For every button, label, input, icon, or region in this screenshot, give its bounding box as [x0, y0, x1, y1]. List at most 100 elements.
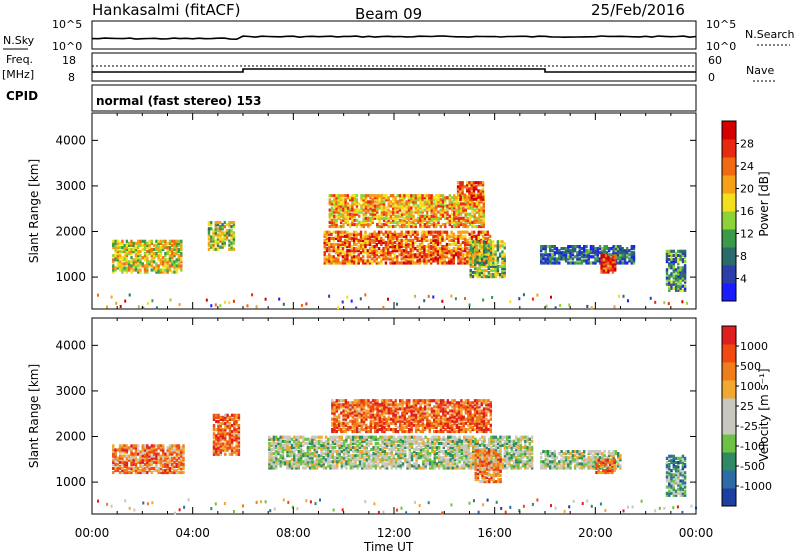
beam-title: Beam 09: [355, 5, 422, 23]
xlabel: Time UT: [363, 540, 414, 554]
freq-tick-top: 18: [62, 54, 76, 67]
ytick-label: 1000: [55, 270, 86, 284]
echo-region-7: [600, 254, 617, 274]
colorbar-tick-label: 28: [740, 138, 754, 151]
colorbar-swatch: [722, 452, 736, 471]
colorbar-tick-label: 1000: [740, 340, 768, 353]
colorbar-swatch: [722, 488, 736, 507]
echo-region-2: [323, 230, 492, 265]
nave-tick-bottom: 0: [708, 71, 715, 84]
echo-region-1: [212, 413, 241, 456]
cpid-label: CPID: [6, 89, 38, 103]
velocity-data: [97, 399, 697, 515]
colorbar-tick-label: -25: [740, 420, 758, 433]
nsky-strip: N.Sky 10^5 10^0 10^5 10^0 N.Search: [3, 18, 795, 53]
colorbar-swatch: [722, 121, 736, 140]
colorbar-swatch: [722, 157, 736, 176]
echo-region-6: [595, 458, 616, 475]
colorbar-tick-label: 8: [740, 250, 747, 263]
nsearch-tick-top: 10^5: [706, 18, 736, 31]
colorbar-tick-label: 24: [740, 160, 754, 173]
time-tick-label: 00:00: [75, 526, 110, 540]
nave-tick-top: 60: [708, 54, 722, 67]
colorbar-swatch: [722, 211, 736, 230]
ytick-label: 1000: [55, 475, 86, 489]
colorbar-swatch: [722, 229, 736, 248]
colorbar-tick-label: 4: [740, 273, 747, 286]
time-tick-label: 12:00: [377, 526, 412, 540]
time-tick-label: 04:00: [175, 526, 210, 540]
colorbar-tick-label: -500: [740, 460, 765, 473]
colorbar-swatch: [722, 398, 736, 417]
colorbar-swatch: [722, 434, 736, 453]
freq-strip: Freq. [MHz] 18 8 60 0 Nave: [2, 52, 775, 84]
colorbar-tick-label: 20: [740, 183, 754, 196]
colorbar-swatch: [722, 362, 736, 381]
nsearch-label: N.Search: [745, 28, 795, 41]
colorbar-swatch: [722, 247, 736, 266]
colorbar-tick-label: 16: [740, 205, 754, 218]
freq-label: Freq.: [6, 53, 33, 66]
colorbar-tick-label: 100: [740, 380, 761, 393]
echo-region-1: [207, 221, 236, 251]
colorbar-swatch: [722, 175, 736, 194]
time-tick-label: 20:00: [578, 526, 613, 540]
colorbar-swatch: [722, 326, 736, 345]
ytick-label: 4000: [55, 133, 86, 147]
colorbar-swatch: [722, 416, 736, 435]
echo-region-4: [456, 181, 485, 201]
power-colorbar-label: Power [dB]: [757, 171, 771, 236]
power-ylabel: Slant Range [km]: [27, 159, 41, 263]
time-axis: 00:00 04:00 08:00 12:00 16:00 20:00 00:00: [75, 526, 714, 540]
colorbar-swatch: [722, 265, 736, 284]
date-title: 25/Feb/2016: [591, 1, 685, 19]
echo-region-4: [474, 449, 502, 484]
colorbar-swatch: [722, 139, 736, 158]
echo-region-6: [540, 245, 636, 265]
ytick-label: 2000: [55, 430, 86, 444]
velocity-colorbar-label: Velocity [m s⁻¹]: [757, 368, 771, 461]
power-data: [97, 181, 688, 310]
echo-region-5: [469, 240, 506, 279]
colorbar-tick-label: 12: [740, 228, 754, 241]
station-title: Hankasalmi (fitACF): [92, 1, 240, 19]
echo-region-0: [112, 444, 185, 475]
ytick-label: 4000: [55, 338, 86, 352]
ytick-label: 2000: [55, 225, 86, 239]
freq-trace: [92, 68, 696, 73]
nsky-label: N.Sky: [3, 34, 35, 47]
ground-clutter: [97, 498, 697, 515]
time-tick-label: 08:00: [276, 526, 311, 540]
echo-region-7: [665, 454, 687, 497]
colorbar-swatch: [722, 470, 736, 489]
colorbar-tick-label: -1000: [740, 480, 772, 493]
nave-label: Nave: [746, 64, 774, 77]
colorbar-tick-label: 25: [740, 400, 754, 413]
nsky-tick-top: 10^5: [52, 18, 82, 31]
cpid-strip: CPID normal (fast stereo) 153: [6, 84, 697, 112]
velocity-ylabel: Slant Range [km]: [27, 364, 41, 468]
ytick-label: 3000: [55, 179, 86, 193]
velocity-colorbar: 1000 500 100 25 -25 -100 -500 -1000: [721, 325, 772, 507]
colorbar-tick-label: 500: [740, 360, 761, 373]
echo-region-3: [328, 194, 485, 229]
ytick-label: 3000: [55, 384, 86, 398]
time-tick-label: 00:00: [679, 526, 714, 540]
echo-region-8: [665, 249, 687, 292]
freq-tick-bottom: 8: [68, 71, 75, 84]
freq-unit-label: [MHz]: [2, 68, 34, 81]
velocity-panel: 4000 3000 2000 1000 Slant Range [km] 1000 50…: [27, 317, 772, 515]
power-colorbar: 28 24 20 16 12 8 4: [721, 120, 754, 302]
echo-region-3: [268, 435, 534, 470]
ground-clutter: [97, 293, 688, 310]
colorbar-swatch: [722, 193, 736, 212]
echo-region-0: [112, 239, 183, 274]
colorbar-swatch: [722, 380, 736, 399]
nsky-tick-bottom: 10^0: [52, 40, 82, 53]
cpid-text: normal (fast stereo) 153: [96, 94, 262, 108]
colorbar-swatch: [722, 344, 736, 363]
power-panel: 4000 3000 2000 1000 Slant Range [km] 28 24 20…: [27, 112, 771, 310]
nsearch-tick-bottom: 10^0: [706, 40, 736, 53]
colorbar-swatch: [722, 283, 736, 302]
